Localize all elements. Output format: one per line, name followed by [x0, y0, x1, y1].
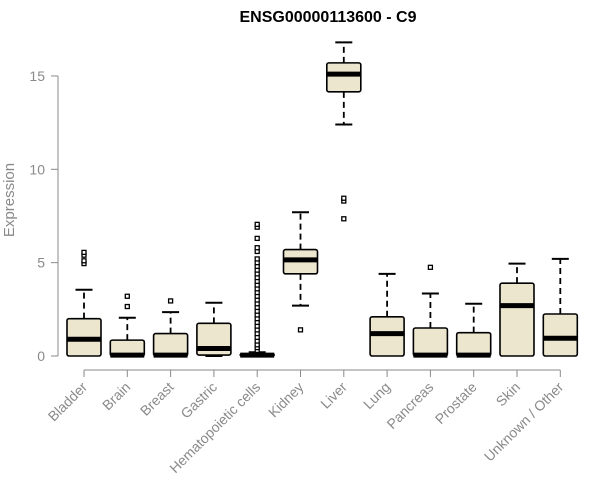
- x-tick-label: Gastric: [177, 379, 220, 422]
- box-lung: [369, 272, 405, 357]
- iqr-box: [455, 331, 492, 357]
- outlier-point: [124, 303, 130, 310]
- outlier-point: [167, 298, 174, 304]
- box-unknown-other: [542, 257, 579, 357]
- y-tick-label: 10: [29, 161, 45, 177]
- x-tick-label: Skin: [493, 379, 524, 410]
- iqr-box: [412, 327, 449, 357]
- outlier-point: [254, 245, 260, 251]
- outlier-point: [81, 249, 87, 256]
- box-bladder: [66, 249, 102, 357]
- iqr-box: [499, 282, 535, 357]
- y-axis-label: Expression: [1, 163, 18, 237]
- box-brain: [109, 293, 146, 358]
- iqr-box: [542, 313, 579, 357]
- x-tick-label: Breast: [137, 379, 177, 419]
- outlier-point: [254, 256, 260, 262]
- outlier-point: [297, 327, 304, 333]
- outlier-point: [341, 216, 347, 222]
- box-hematopoietic-cells: [239, 221, 275, 358]
- outlier-point: [254, 221, 260, 228]
- x-tick-label: Liver: [317, 379, 350, 412]
- box-breast: [152, 298, 189, 358]
- x-tick-label: Lung: [360, 379, 393, 412]
- outlier-point: [341, 195, 347, 201]
- boxes-group: [66, 41, 579, 358]
- y-tick-label: 0: [37, 348, 45, 364]
- outlier-point: [254, 235, 260, 242]
- chart-title: ENSG00000113600 - C9: [239, 9, 416, 26]
- y-tick-label: 15: [29, 68, 45, 84]
- x-tick-label: Pancreas: [383, 379, 436, 432]
- iqr-box: [325, 62, 362, 93]
- box-pancreas: [412, 264, 449, 358]
- x-tick-label: Kidney: [265, 379, 307, 421]
- box-prostate: [455, 302, 492, 358]
- x-tick-label: Brain: [99, 379, 133, 413]
- iqr-box: [369, 315, 405, 357]
- outlier-point: [124, 293, 130, 299]
- x-tick-label: Prostate: [432, 379, 480, 427]
- box-gastric: [196, 301, 232, 357]
- y-axis: 0 5 10 15: [29, 68, 59, 364]
- outlier-point: [427, 264, 434, 270]
- box-liver: [325, 41, 362, 222]
- x-tick-label: Bladder: [45, 379, 91, 425]
- box-skin: [499, 262, 535, 357]
- x-tick-label: Unknown / Other: [481, 379, 567, 465]
- box-kidney: [282, 211, 319, 333]
- outlier-point: [81, 258, 87, 264]
- y-tick-label: 5: [37, 255, 45, 271]
